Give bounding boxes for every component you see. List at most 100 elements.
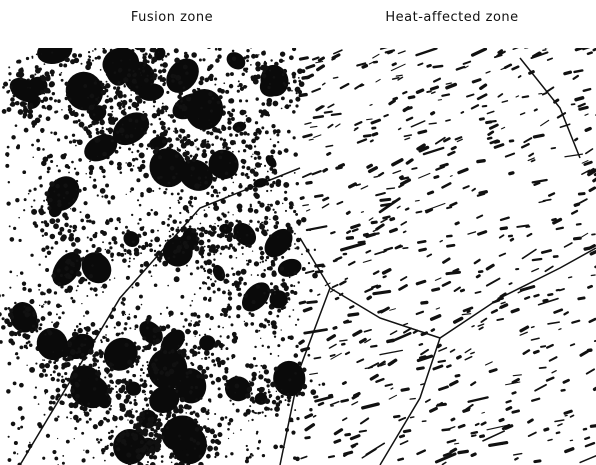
particle (52, 401, 55, 404)
particle (256, 97, 259, 100)
particle (432, 330, 434, 331)
particle (110, 367, 114, 371)
particle (75, 172, 79, 176)
particle (261, 102, 265, 106)
particle (228, 289, 230, 291)
particle (212, 177, 216, 181)
particle (143, 113, 148, 118)
particle (119, 127, 125, 133)
particle (184, 318, 187, 321)
particle (256, 74, 261, 79)
particle (153, 380, 155, 382)
particle (154, 250, 156, 252)
particle (115, 150, 118, 153)
particle (266, 190, 268, 192)
particle (166, 139, 168, 141)
particle (47, 155, 51, 159)
particle (586, 129, 590, 131)
particle (166, 324, 170, 328)
particle (525, 297, 529, 299)
particle (203, 297, 207, 301)
particle (244, 322, 248, 326)
particle (187, 161, 190, 164)
particle (245, 459, 249, 463)
particle (167, 285, 169, 287)
particle (322, 382, 325, 385)
particle (287, 297, 290, 300)
particle (32, 325, 35, 328)
particle (532, 327, 534, 328)
particle (220, 335, 222, 337)
particle (459, 451, 467, 452)
particle (281, 108, 283, 110)
particle (47, 251, 51, 255)
particle (244, 163, 245, 164)
particle (229, 400, 231, 402)
particle (28, 288, 32, 292)
particle (140, 192, 144, 196)
particle (241, 172, 245, 176)
particle (26, 365, 27, 366)
particle (174, 128, 177, 131)
particle (270, 382, 276, 388)
particle (257, 274, 259, 276)
particle (294, 372, 297, 375)
particle (273, 129, 277, 133)
particle (372, 286, 377, 288)
particle (120, 253, 124, 257)
particle (112, 111, 114, 113)
particle (331, 355, 335, 356)
particle (52, 92, 55, 95)
particle (183, 154, 186, 157)
particle (127, 73, 131, 77)
particle (46, 288, 51, 293)
particle (143, 445, 148, 450)
particle (276, 315, 279, 318)
particle (247, 133, 250, 136)
particle (108, 242, 111, 245)
particle (57, 373, 61, 377)
particle (140, 440, 144, 444)
particle (128, 69, 131, 72)
particle (122, 100, 128, 106)
particle (179, 221, 182, 224)
particle (17, 60, 18, 61)
particle (192, 158, 196, 162)
particle (143, 372, 145, 374)
particle (447, 245, 454, 246)
particle (213, 290, 216, 293)
particle (29, 87, 31, 89)
particle (54, 365, 59, 370)
particle (33, 396, 36, 399)
particle (302, 348, 309, 350)
particle (13, 331, 14, 332)
particle (253, 187, 258, 192)
particle (171, 193, 174, 196)
particle (153, 455, 157, 459)
particle (262, 260, 264, 262)
particle (123, 303, 126, 306)
particle (29, 367, 35, 373)
particle (126, 370, 129, 373)
particle (209, 119, 210, 120)
particle (203, 268, 205, 270)
particle (70, 297, 73, 300)
particle (49, 401, 53, 405)
particle (273, 144, 276, 147)
particle (195, 336, 196, 337)
particle (324, 169, 327, 171)
particle (42, 105, 46, 109)
particle (210, 316, 214, 320)
particle (81, 113, 84, 116)
particle (93, 113, 96, 116)
particle (126, 382, 128, 384)
particle (255, 228, 259, 232)
particle (513, 392, 516, 393)
particle (289, 99, 293, 103)
particle (151, 275, 153, 277)
particle (109, 315, 114, 320)
particle (160, 313, 162, 315)
particle (149, 422, 153, 426)
particle (296, 182, 299, 185)
particle (529, 420, 533, 422)
